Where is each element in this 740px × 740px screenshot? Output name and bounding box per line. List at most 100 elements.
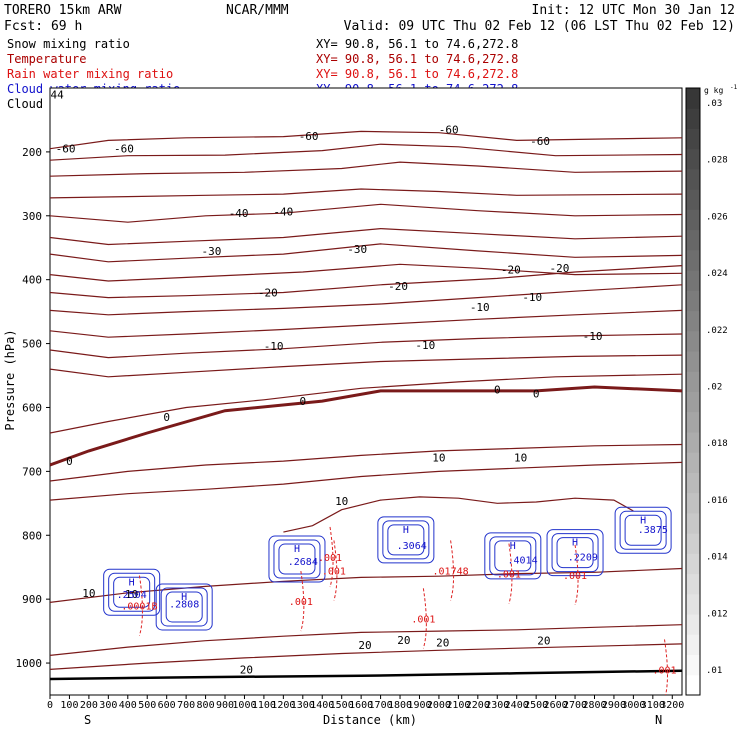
y-tick-label: 500 bbox=[22, 338, 42, 351]
x-tick-label: 1600 bbox=[349, 700, 373, 711]
x-tick-label: 1200 bbox=[271, 700, 295, 711]
colorbar-swatch bbox=[686, 209, 700, 231]
colorbar-swatch bbox=[686, 128, 700, 150]
cloud-water-contour bbox=[108, 572, 156, 612]
colorbar-unit: g kg bbox=[704, 86, 723, 95]
temperature-label: -10 bbox=[264, 340, 284, 353]
temperature-contour bbox=[50, 143, 682, 161]
colorbar-frame bbox=[685, 87, 701, 696]
temperature-label: 0 bbox=[533, 387, 540, 400]
right-endpoint-label: N bbox=[655, 713, 662, 727]
temperature-contour bbox=[50, 461, 682, 501]
y-tick-label: 400 bbox=[22, 274, 42, 287]
rain-label: .001 bbox=[289, 597, 313, 608]
temperature-label: -10 bbox=[583, 330, 603, 343]
cloud-water-label: .2684 bbox=[288, 557, 318, 568]
temperature-contour bbox=[50, 161, 682, 177]
rain-contour bbox=[138, 575, 143, 636]
temperature-label: -20 bbox=[501, 263, 521, 276]
temperature-label: 10 bbox=[432, 451, 445, 464]
x-tick-label: 100 bbox=[60, 700, 78, 711]
rain-contour bbox=[450, 540, 455, 601]
temperature-contour bbox=[50, 203, 682, 223]
temperature-contour bbox=[50, 284, 682, 316]
temperature-label: 0 bbox=[163, 411, 170, 424]
colorbar-swatch bbox=[686, 674, 700, 696]
model-title: TORERO 15km ARW bbox=[4, 3, 122, 18]
colorbar-swatch bbox=[686, 290, 700, 312]
temperature-label: -20 bbox=[388, 280, 408, 293]
cloud-water-label: .2504 bbox=[117, 590, 147, 601]
temperature-label: 20 bbox=[436, 637, 449, 650]
cloud-water-contour bbox=[165, 591, 203, 623]
rain-contour bbox=[329, 526, 334, 588]
colorbar-swatch bbox=[686, 391, 700, 413]
y-tick-label: 600 bbox=[22, 401, 42, 414]
cloud-water-contour bbox=[155, 583, 213, 631]
cloud-water-contour bbox=[556, 537, 594, 569]
colorbar-swatch bbox=[686, 310, 700, 332]
temperature-label: -30 bbox=[201, 245, 221, 258]
x-tick-label: 2400 bbox=[505, 700, 529, 711]
temperature-label: 0 bbox=[494, 384, 501, 397]
colorbar-swatch bbox=[686, 229, 700, 251]
cloud-water-contour bbox=[160, 587, 208, 627]
x-tick-label: 2800 bbox=[582, 700, 606, 711]
x-tick-label: 2700 bbox=[563, 700, 587, 711]
temperature-contour bbox=[50, 373, 682, 434]
forecast-hour: Fcst: 69 h bbox=[4, 19, 82, 34]
cloud-water-label: H bbox=[181, 592, 187, 603]
init-time: Init: 12 UTC Mon 30 Jan 12 bbox=[532, 3, 736, 18]
x-tick-label: 3200 bbox=[660, 700, 684, 711]
x-tick-label: 400 bbox=[119, 700, 137, 711]
y-tick-label: 300 bbox=[22, 210, 42, 223]
cloud-water-label: .3875 bbox=[638, 525, 668, 536]
rain-label: .001 bbox=[411, 614, 435, 625]
colorbar-label: .024 bbox=[706, 269, 728, 279]
cloud-water-contour bbox=[273, 539, 321, 579]
colorbar-swatch bbox=[686, 573, 700, 595]
rain-label: .001 bbox=[322, 566, 346, 577]
temperature-contour bbox=[283, 496, 634, 533]
x-axis-label: Distance (km) bbox=[323, 713, 417, 727]
surface-line bbox=[50, 669, 682, 681]
cloud-water-contour bbox=[268, 535, 326, 583]
cloud-water-contour bbox=[377, 516, 435, 564]
cloud-water-label: .2209 bbox=[568, 552, 598, 563]
temperature-label: 0 bbox=[299, 395, 306, 408]
x-tick-label: 1400 bbox=[310, 700, 334, 711]
colorbar-swatch bbox=[686, 452, 700, 473]
temperature-label: 10 bbox=[125, 588, 138, 601]
rain-label: .0001B bbox=[121, 602, 157, 613]
colorbar-swatch bbox=[686, 654, 700, 676]
rain-label: .01748 bbox=[433, 566, 469, 577]
temperature-label: 20 bbox=[358, 639, 371, 652]
x-tick-label: 0 bbox=[47, 700, 53, 711]
rain-label: .001 bbox=[563, 571, 587, 582]
temperature-label: -44 bbox=[44, 88, 64, 101]
temperature-contour bbox=[50, 624, 682, 656]
temperature-contour bbox=[50, 385, 682, 467]
colorbar-label: .028 bbox=[706, 156, 728, 166]
colorbar-label: .018 bbox=[706, 439, 728, 449]
x-tick-label: 700 bbox=[177, 700, 195, 711]
temperature-contour bbox=[50, 188, 682, 199]
colorbar-swatch bbox=[686, 330, 700, 352]
temperature-label: 10 bbox=[82, 587, 95, 600]
x-tick-label: 1300 bbox=[291, 700, 315, 711]
temperature-label: -40 bbox=[229, 207, 249, 220]
colorbar-swatch bbox=[686, 189, 700, 210]
colorbar-swatch bbox=[686, 371, 700, 392]
left-endpoint-label: S bbox=[84, 713, 91, 727]
colorbar: .01 .012 .014 .016 .018 .02 .022 .024 .026 .028 .0… bbox=[685, 84, 738, 696]
y-tick-label: 800 bbox=[22, 529, 42, 542]
colorbar-label: .026 bbox=[706, 212, 728, 222]
y-tick-label: 700 bbox=[22, 465, 42, 478]
rain-label: .001 bbox=[497, 570, 521, 581]
temperature-contour bbox=[50, 333, 682, 359]
colorbar-swatch bbox=[686, 634, 700, 656]
colorbar-swatch bbox=[686, 351, 700, 372]
colorbar-label: .03 bbox=[706, 99, 722, 109]
temperature-label: -60 bbox=[439, 124, 459, 137]
